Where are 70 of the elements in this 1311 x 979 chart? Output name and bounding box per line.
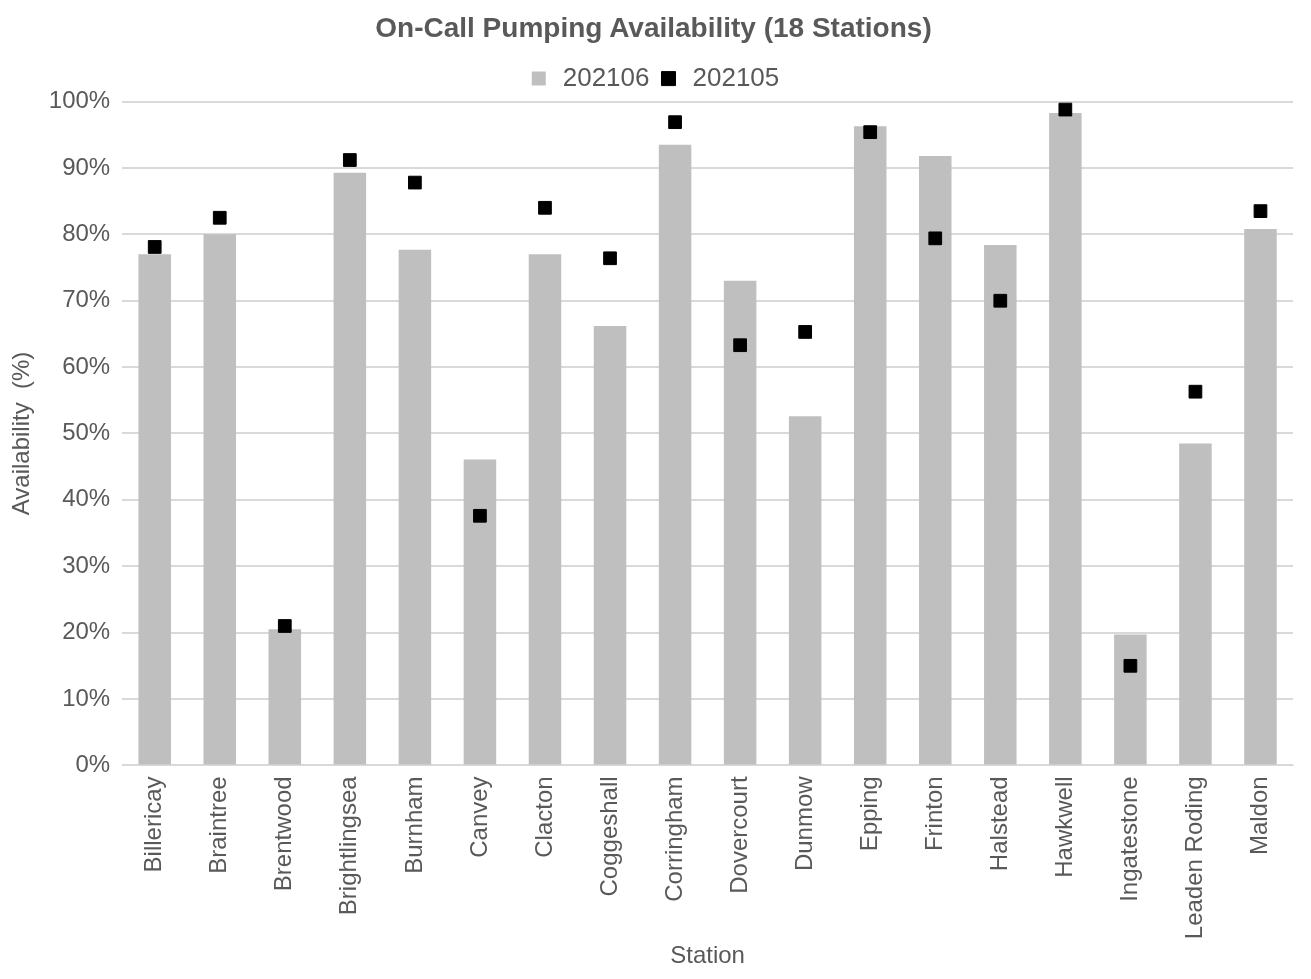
legend-label: 202105 (692, 61, 780, 92)
point (668, 115, 682, 130)
point (1058, 102, 1073, 117)
bar (723, 280, 757, 765)
x-tick-label: Burnham (399, 776, 427, 874)
x-tick-label: Canvey (464, 776, 492, 858)
point (928, 231, 943, 246)
y-tick-label: 10% (62, 683, 111, 711)
x-tick-label: Ingatestone (1115, 776, 1143, 902)
x-tick-label: Hawkwell (1049, 776, 1077, 878)
x-tick-label: Brentwood (269, 776, 297, 892)
x-tick-label: Coggeshall (594, 776, 622, 897)
x-tick-label: Frinton (919, 776, 947, 852)
point (212, 210, 227, 225)
bar (853, 126, 887, 765)
x-tick-label: Halstead (984, 776, 1012, 872)
point (863, 125, 878, 139)
y-tick-label: 30% (62, 550, 111, 578)
x-tick-label: Corringham (659, 776, 687, 902)
bar (528, 254, 562, 765)
bar (138, 254, 171, 765)
bar (1179, 443, 1212, 765)
bar (333, 172, 367, 765)
bar (1114, 634, 1147, 765)
y-tick-label: 100% (48, 86, 111, 114)
y-tick-label: 60% (62, 351, 111, 379)
y-axis-title: Availability (%) (7, 351, 35, 516)
point (277, 619, 292, 633)
bar (203, 234, 237, 765)
x-tick-label: Braintree (204, 776, 232, 874)
point (408, 175, 422, 190)
chart-title: On-Call Pumping Availability (18 Stations) (375, 11, 932, 43)
bar (918, 156, 952, 765)
y-tick-label: 20% (62, 617, 111, 645)
point (798, 325, 813, 339)
bar (788, 416, 822, 765)
x-tick-label: Dovercourt (724, 776, 752, 894)
bar (593, 325, 627, 765)
point (1253, 204, 1268, 218)
y-tick-label: 0% (75, 750, 111, 778)
bar (1244, 229, 1277, 765)
point (1188, 384, 1203, 399)
bar (463, 459, 497, 765)
x-axis-title: Station (670, 941, 745, 969)
y-tick-label: 80% (62, 218, 111, 246)
y-tick-label: 70% (62, 285, 111, 313)
point (147, 240, 162, 254)
bar (658, 144, 692, 765)
x-tick-label: Leaden Roding (1180, 776, 1208, 940)
point (1123, 658, 1138, 673)
point (538, 200, 552, 215)
point (733, 338, 747, 353)
point (603, 251, 617, 266)
x-tick-label: Brightlingsea (334, 775, 362, 916)
x-tick-label: Epping (854, 776, 882, 852)
y-tick-label: 50% (62, 418, 111, 446)
y-tick-label: 90% (62, 152, 111, 180)
bar (984, 244, 1017, 765)
legend-label: 202106 (562, 61, 650, 92)
x-tick-label: Clacton (529, 776, 557, 858)
x-tick-label: Billericay (139, 776, 167, 873)
point (993, 293, 1008, 308)
bar (1049, 112, 1082, 765)
x-tick-label: Maldon (1245, 776, 1273, 856)
x-tick-label: Dunmow (789, 775, 817, 872)
point (342, 153, 357, 167)
bar (398, 249, 432, 765)
bar (268, 629, 302, 765)
y-tick-label: 40% (62, 484, 111, 512)
point (473, 508, 487, 523)
